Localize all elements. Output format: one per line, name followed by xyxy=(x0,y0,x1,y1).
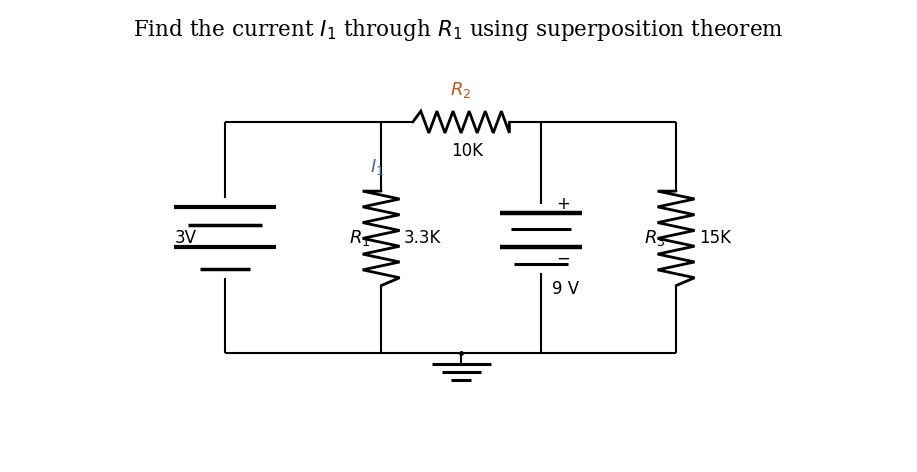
Text: 10K: 10K xyxy=(451,142,482,160)
Text: 3.3K: 3.3K xyxy=(403,229,441,247)
Text: +: + xyxy=(557,195,570,213)
Text: $\mathit{R}_3$: $\mathit{R}_3$ xyxy=(644,228,666,248)
Text: $\mathit{R}_2$: $\mathit{R}_2$ xyxy=(450,79,471,100)
Text: 9 V: 9 V xyxy=(552,280,579,298)
Text: $\mathit{R}_1$: $\mathit{R}_1$ xyxy=(349,228,370,248)
Text: Find the current $I_1$ through $R_1$ using superposition theorem: Find the current $I_1$ through $R_1$ usi… xyxy=(133,17,784,42)
Text: −: − xyxy=(557,249,570,267)
Text: $\mathit{I}_1$: $\mathit{I}_1$ xyxy=(370,158,384,177)
Text: 15K: 15K xyxy=(699,229,731,247)
Text: 3V: 3V xyxy=(174,229,196,247)
